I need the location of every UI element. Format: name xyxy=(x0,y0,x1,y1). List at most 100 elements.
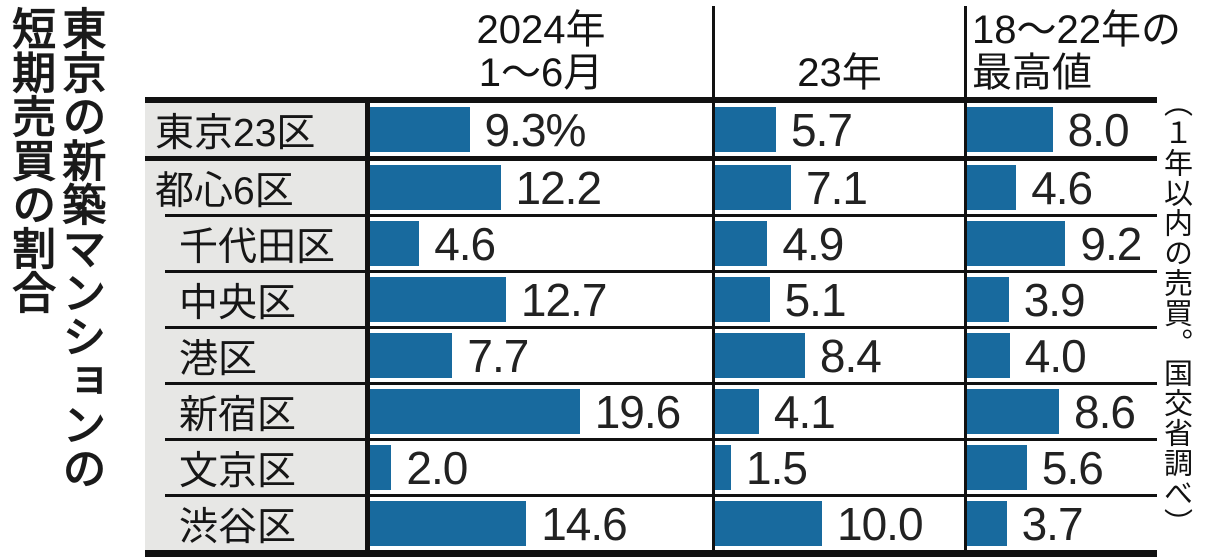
bar xyxy=(715,107,776,152)
bar xyxy=(370,389,580,434)
bar-cell: 12.2 xyxy=(365,161,712,214)
bar xyxy=(715,389,759,434)
bar-value: 3.9 xyxy=(1023,273,1086,326)
bar xyxy=(715,445,731,490)
header-divider xyxy=(712,6,715,97)
table-row: 渋谷区 14.6 10.0 3.7 xyxy=(145,497,1157,550)
row-label: 千代田区 xyxy=(145,217,365,270)
row-separator xyxy=(145,156,1157,161)
bar-value: 4.9 xyxy=(782,217,844,270)
bar xyxy=(370,333,453,378)
bar-cell: 19.6 xyxy=(365,385,712,438)
bar-value: 4.0 xyxy=(1024,329,1087,382)
bar-value: 5.7 xyxy=(791,103,853,156)
bar-cell: 1.5 xyxy=(712,441,964,494)
bar xyxy=(715,501,822,546)
header-divider xyxy=(964,6,967,97)
bar xyxy=(370,277,506,322)
bar xyxy=(967,445,1027,490)
bar-value: 9.2 xyxy=(1080,217,1142,270)
table-row: 新宿区 19.6 4.1 8.6 xyxy=(145,385,1157,438)
source-note: （１年以内の売買。国交省調べ） xyxy=(1159,88,1192,538)
bar-cell: 4.0 xyxy=(964,329,1157,382)
table-row: 千代田区 4.6 4.9 9.2 xyxy=(145,217,1157,270)
bar xyxy=(370,445,392,490)
bar-cell: 4.1 xyxy=(712,385,964,438)
bar-cell: 5.7 xyxy=(712,103,964,156)
column-header-highest: 18〜22年の 最高値 xyxy=(972,0,1220,95)
column-header-line: 2024年 xyxy=(476,8,606,52)
chart-title: 東京の新築マンションの 短期売買の割合 xyxy=(4,6,104,558)
bar xyxy=(967,333,1010,378)
row-label: 港区 xyxy=(145,329,365,382)
bar xyxy=(967,389,1059,434)
bar-cell: 7.7 xyxy=(365,329,712,382)
bar-value: 12.2 xyxy=(515,161,603,214)
bar xyxy=(967,165,1017,210)
row-label: 渋谷区 xyxy=(145,497,365,550)
bar-cell: 3.7 xyxy=(964,497,1157,550)
bar-value: 8.4 xyxy=(819,329,882,382)
row-separator xyxy=(145,494,1157,497)
bar-value: 4.6 xyxy=(434,217,496,270)
bar-cell: 10.0 xyxy=(712,497,964,550)
bar xyxy=(967,501,1007,546)
bar xyxy=(715,333,805,378)
bar-cell: 9.3% xyxy=(365,103,712,156)
bar xyxy=(967,221,1066,266)
bar-value: 5.6 xyxy=(1041,441,1104,494)
bar-value: 12.7 xyxy=(520,273,608,326)
table-row: 中央区 12.7 5.1 3.9 xyxy=(145,273,1157,326)
row-separator xyxy=(145,270,1157,273)
table-row: 港区 7.7 8.4 4.0 xyxy=(145,329,1157,382)
column-header-2024: 2024年 1〜6月 xyxy=(370,0,712,95)
table-body: 東京23区 9.3% 5.7 8.0 都心6区 12.2 7.1 4.6 千代田区 4.6 4.9 9… xyxy=(145,97,1157,557)
bar-value: 9.3% xyxy=(484,103,587,156)
bar-cell: 8.6 xyxy=(964,385,1157,438)
bar-value: 7.1 xyxy=(806,161,868,214)
bar xyxy=(715,277,770,322)
bar-value: 8.0 xyxy=(1067,103,1130,156)
bar-value: 2.0 xyxy=(406,441,468,494)
row-label: 都心6区 xyxy=(145,161,365,214)
row-label: 中央区 xyxy=(145,273,365,326)
row-separator xyxy=(145,438,1157,441)
bar-value: 4.1 xyxy=(773,385,836,438)
bar xyxy=(715,221,768,266)
bar-cell: 14.6 xyxy=(365,497,712,550)
bar-value: 14.6 xyxy=(541,497,628,550)
bar-value: 4.6 xyxy=(1031,161,1093,214)
bar-value: 19.6 xyxy=(594,385,682,438)
row-separator xyxy=(145,326,1157,329)
bar xyxy=(370,165,501,210)
bar-value: 8.6 xyxy=(1074,385,1136,438)
bar xyxy=(370,221,420,266)
table-row: 東京23区 9.3% 5.7 8.0 xyxy=(145,103,1157,156)
chart-title-line-1: 東京の新築マンションの xyxy=(55,6,105,490)
chart-title-line-2: 短期売買の割合 xyxy=(5,6,55,314)
bar-cell: 5.1 xyxy=(712,273,964,326)
column-header-line: 18〜22年の xyxy=(972,8,1181,52)
row-separator xyxy=(145,382,1157,385)
row-separator xyxy=(145,214,1157,217)
bar-value: 3.7 xyxy=(1021,497,1084,550)
column-header-line: 最高値 xyxy=(972,51,1092,95)
bar xyxy=(370,107,470,152)
bar-cell: 4.6 xyxy=(964,161,1157,214)
bar-cell: 4.9 xyxy=(712,217,964,270)
bar-cell: 8.4 xyxy=(712,329,964,382)
bar-cell: 5.6 xyxy=(964,441,1157,494)
bar-cell: 4.6 xyxy=(365,217,712,270)
column-header-23: 23年 xyxy=(715,0,964,95)
bar-cell: 9.2 xyxy=(964,217,1157,270)
bar-cell: 12.7 xyxy=(365,273,712,326)
table-row: 文京区 2.0 1.5 5.6 xyxy=(145,441,1157,494)
row-label: 文京区 xyxy=(145,441,365,494)
bar xyxy=(370,501,527,546)
bar-value: 1.5 xyxy=(746,441,808,494)
bar-cell: 7.1 xyxy=(712,161,964,214)
bar-cell: 3.9 xyxy=(964,273,1157,326)
bar xyxy=(715,165,791,210)
column-header-line: 23年 xyxy=(797,51,882,95)
